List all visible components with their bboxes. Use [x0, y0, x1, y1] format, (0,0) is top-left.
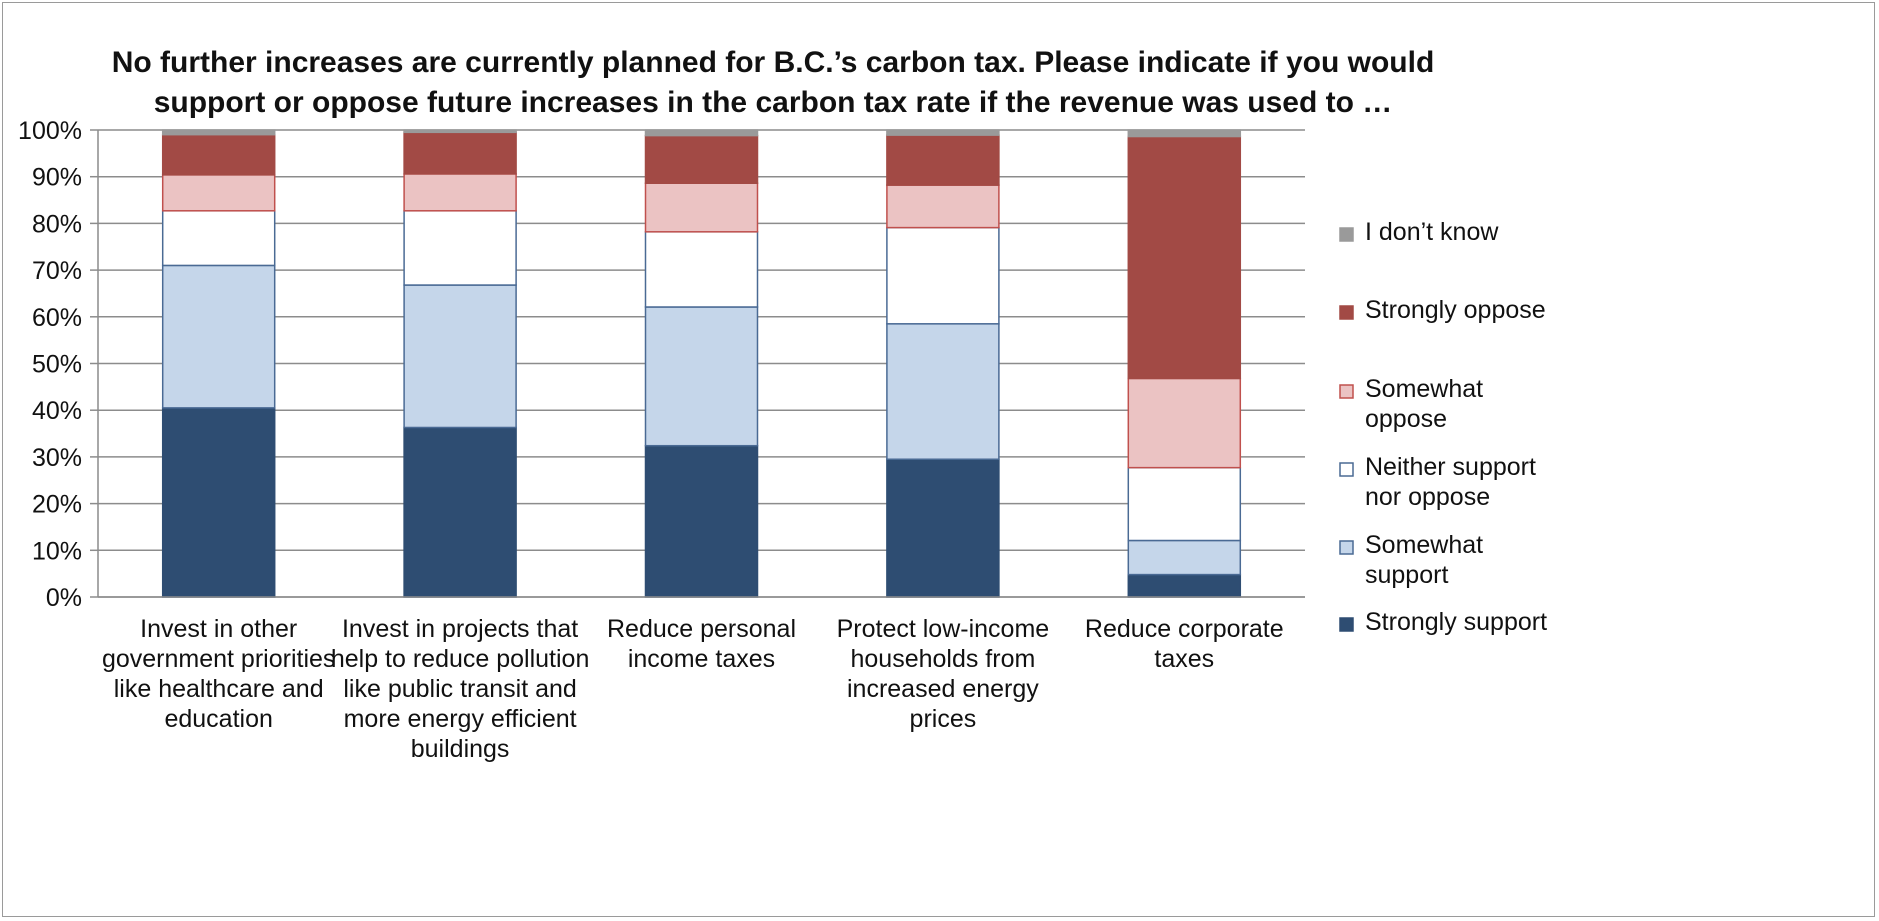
bar-segment-somewhat-oppose: [886, 184, 1000, 229]
chart-title-line-1: No further increases are currently plann…: [111, 46, 1435, 79]
bar-segment-somewhat-oppose: [644, 182, 759, 233]
x-category-label: Reduce corporate taxes: [1085, 615, 1284, 673]
bar-segment-somewhat-support: [1127, 539, 1242, 576]
legend-label: Strongly oppose: [1365, 296, 1546, 324]
bar-segment-somewhat-support: [161, 264, 276, 409]
legend-swatch: [1339, 540, 1354, 555]
bar-segment-somewhat-oppose: [161, 174, 276, 212]
legend-label: Strongly support: [1365, 608, 1547, 636]
x-category-label: Invest in other government priorities like…: [102, 615, 335, 733]
legend-swatch: [1339, 617, 1354, 632]
bar-segment-i-don-t-know: [403, 129, 517, 134]
y-tick-label: 0%: [46, 584, 82, 612]
legend-label: Neither support nor oppose: [1365, 453, 1536, 511]
bar-segment-strongly-oppose: [1127, 135, 1242, 380]
x-category-label: Protect low-income households from increas…: [837, 615, 1050, 733]
legend: I don’t know Strongly oppose Somewhat oppos…: [1339, 218, 1547, 636]
bar-segment-neither-support-nor-oppose: [161, 210, 276, 267]
bar-segment-strongly-oppose: [403, 131, 517, 175]
y-tick-label: 40%: [32, 397, 82, 425]
chart-title: No further increases are currently plann…: [3, 43, 1543, 123]
legend-swatch: [1339, 305, 1354, 320]
legend-swatch: [1339, 462, 1354, 477]
y-tick-label: 10%: [32, 537, 82, 565]
bar-segment-neither-support-nor-oppose: [886, 226, 1000, 325]
bar-segment-strongly-oppose: [161, 133, 276, 176]
bar-segment-somewhat-oppose: [403, 173, 517, 212]
bar-segment-strongly-support: [644, 444, 759, 598]
y-tick-label: 100%: [18, 117, 82, 145]
bar-segment-strongly-support: [403, 426, 517, 598]
y-tick-label: 30%: [32, 444, 82, 472]
bar-segment-strongly-support: [886, 458, 1000, 598]
bar-segment-strongly-support: [161, 407, 276, 598]
x-category-label: Invest in projects that help to reduce po…: [331, 615, 590, 763]
y-tick-label: 80%: [32, 210, 82, 238]
y-tick-label: 90%: [32, 164, 82, 192]
bar-segment-somewhat-oppose: [1127, 377, 1242, 469]
bar-segment-somewhat-support: [403, 284, 517, 429]
bar-segment-neither-support-nor-oppose: [644, 231, 759, 308]
bar-segment-somewhat-support: [886, 323, 1000, 460]
axes: 0% 10% 20% 30% 40% 50% 60% 70% 80% 90% 100% Invest …: [18, 117, 1305, 763]
bar-segment-strongly-oppose: [644, 134, 759, 184]
bar-segment-i-don-t-know: [1127, 129, 1242, 138]
y-tick-label: 70%: [32, 257, 82, 285]
legend-label: Somewhat oppose: [1365, 375, 1483, 433]
x-category-label: Reduce personal income taxes: [607, 615, 796, 673]
legend-label: Somewhat support: [1365, 531, 1483, 589]
bar-segment-neither-support-nor-oppose: [403, 210, 517, 286]
y-tick-label: 50%: [32, 351, 82, 379]
bar-segment-neither-support-nor-oppose: [1127, 466, 1242, 542]
bar-segment-i-don-t-know: [886, 129, 1000, 136]
chart-title-line-2: support or oppose future increases in th…: [153, 86, 1393, 119]
legend-swatch: [1339, 227, 1354, 242]
bar-segment-i-don-t-know: [644, 129, 759, 137]
legend-label: I don’t know: [1365, 218, 1499, 246]
legend-swatch: [1339, 384, 1354, 399]
y-tick-label: 60%: [32, 304, 82, 332]
bar-segment-somewhat-support: [644, 306, 759, 447]
bar-segment-strongly-oppose: [886, 134, 1000, 186]
bar-segment-strongly-support: [1127, 573, 1242, 598]
bar-segment-i-don-t-know: [161, 129, 276, 136]
y-tick-label: 20%: [32, 491, 82, 519]
bars: [161, 129, 1242, 598]
